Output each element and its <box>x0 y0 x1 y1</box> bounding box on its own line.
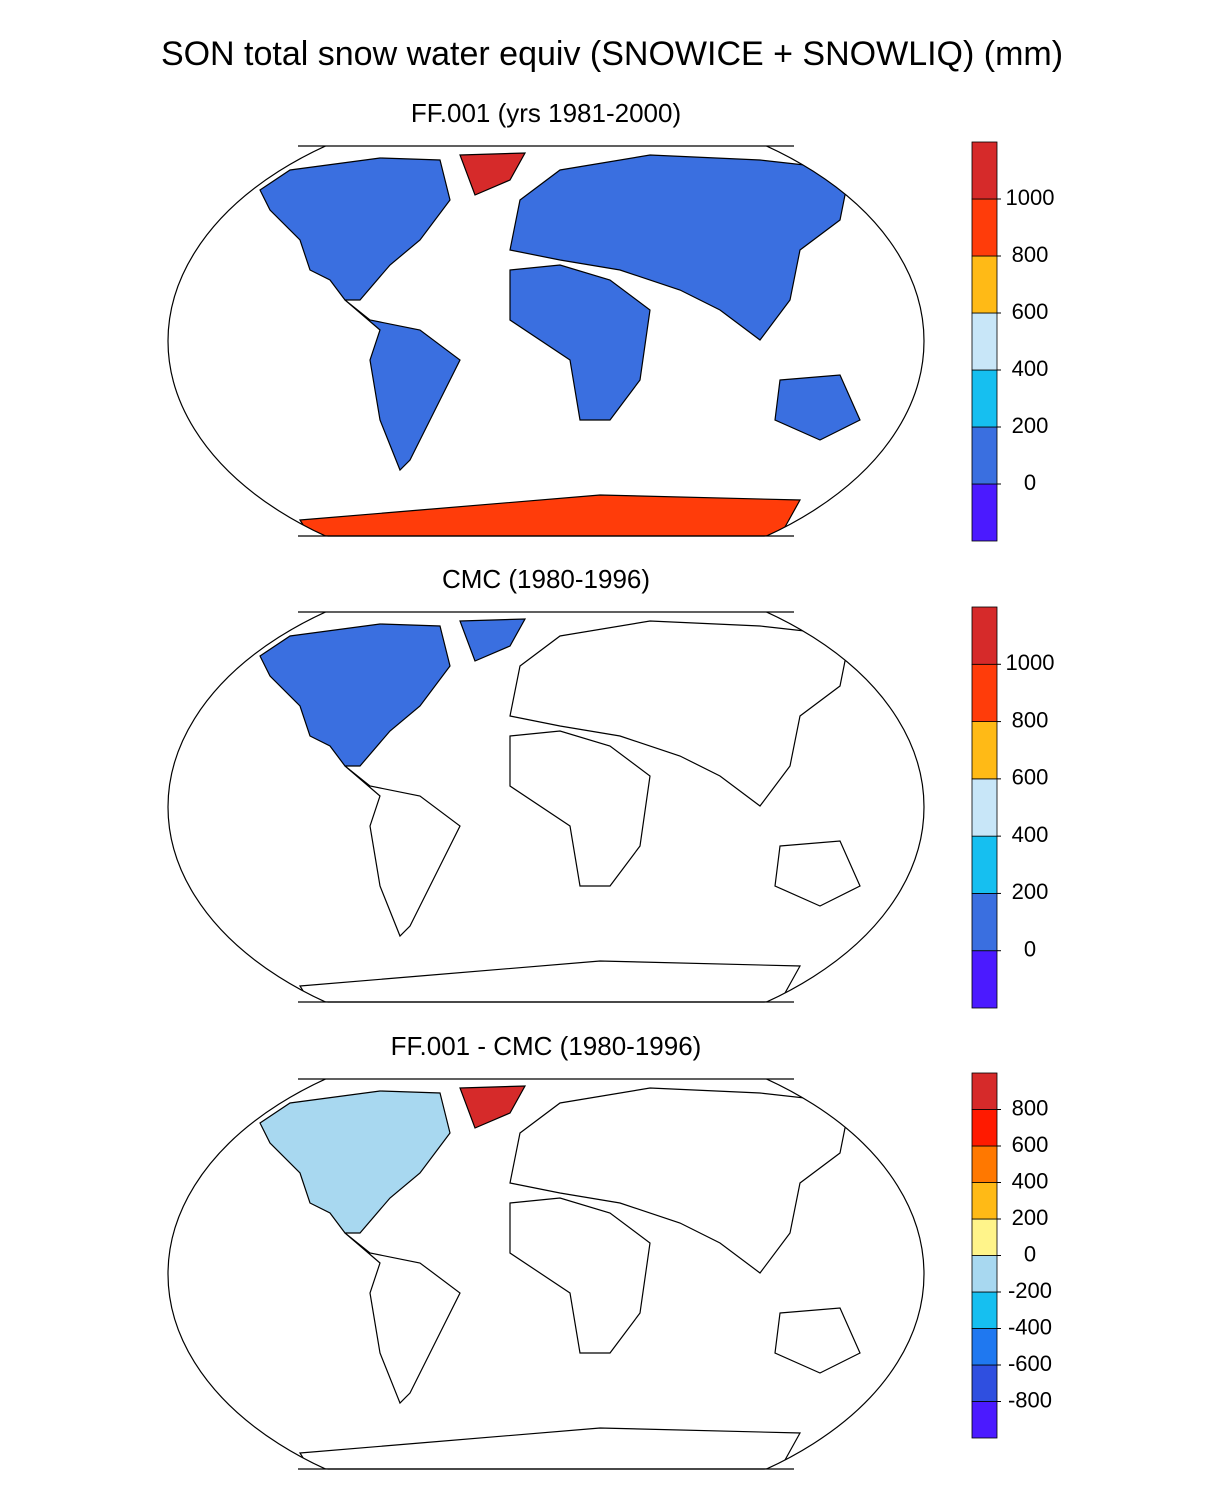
land-australia <box>774 1307 861 1374</box>
panel-title: CMC (1980-1996) <box>442 564 650 594</box>
colorbar-box <box>971 1072 998 1110</box>
land-australia <box>774 840 861 907</box>
land-eurasia <box>509 1087 851 1274</box>
colorbar-label: -800 <box>1008 1387 1052 1412</box>
colorbar-label: 600 <box>1012 1132 1049 1157</box>
map-body <box>168 146 924 537</box>
colorbar-label: 600 <box>1012 299 1049 324</box>
map-body <box>168 612 924 1003</box>
colorbar-box <box>971 950 998 1009</box>
colorbar-label: 0 <box>1024 937 1036 962</box>
colorbar-label: 600 <box>1012 765 1049 790</box>
map-border <box>167 1079 925 1469</box>
colorbar-box <box>971 1328 998 1366</box>
colorbar-label: -600 <box>1008 1351 1052 1376</box>
colorbar-box <box>971 1364 998 1402</box>
land-samerica <box>344 1232 461 1405</box>
colorbar-box <box>971 1182 998 1220</box>
panel-title: FF.001 (yrs 1981-2000) <box>411 98 681 128</box>
map <box>167 611 925 1003</box>
colorbar-label: 400 <box>1012 1168 1049 1193</box>
land-namerica <box>259 157 451 301</box>
colorbar-box <box>971 663 998 722</box>
colorbar-box <box>971 1218 998 1256</box>
colorbar-label: 1000 <box>1006 185 1055 210</box>
colorbar-box <box>971 1145 998 1183</box>
colorbar-box <box>971 721 998 780</box>
colorbar-label: 400 <box>1012 356 1049 381</box>
land-greenland <box>459 618 527 662</box>
colorbar-label: 800 <box>1012 1095 1049 1120</box>
land-samerica <box>344 299 461 472</box>
colorbar-box <box>971 606 998 665</box>
colorbar-box <box>971 1109 998 1147</box>
land-eurasia <box>509 154 851 341</box>
colorbar-label: 200 <box>1012 879 1049 904</box>
land-eurasia <box>509 620 851 807</box>
colorbar-label: -400 <box>1008 1314 1052 1339</box>
colorbar-box <box>971 312 998 371</box>
colorbar-box <box>971 893 998 952</box>
colorbar-box <box>971 1291 998 1329</box>
colorbar-label: 1000 <box>1006 650 1055 675</box>
colorbar-box <box>971 835 998 894</box>
land-namerica <box>259 1090 451 1234</box>
colorbar-label: 800 <box>1012 242 1049 267</box>
land-africa <box>509 1197 651 1354</box>
panel-title: FF.001 - CMC (1980-1996) <box>391 1031 702 1061</box>
map-border <box>167 146 925 536</box>
colorbar-label: 200 <box>1012 1205 1049 1230</box>
land-greenland <box>459 1085 527 1129</box>
land-samerica <box>344 765 461 938</box>
map-border <box>167 612 925 1002</box>
colorbar-label: 400 <box>1012 822 1049 847</box>
colorbar-box <box>971 255 998 314</box>
colorbar-box <box>971 483 998 542</box>
figure-title: SON total snow water equiv (SNOWICE + SN… <box>161 35 1063 73</box>
map <box>167 145 925 537</box>
colorbar-label: -200 <box>1008 1278 1052 1303</box>
land-greenland <box>459 152 527 196</box>
colorbar-box <box>971 778 998 837</box>
colorbar-box <box>971 1401 998 1439</box>
map-body <box>168 1079 924 1470</box>
colorbar-label: 0 <box>1024 1241 1036 1266</box>
land-australia <box>774 374 861 441</box>
colorbar-box <box>971 369 998 428</box>
colorbar-box <box>971 1255 998 1293</box>
land-namerica <box>259 623 451 767</box>
map <box>167 1078 925 1470</box>
land-africa <box>509 730 651 887</box>
colorbar-box <box>971 141 998 200</box>
colorbar-label: 200 <box>1012 413 1049 438</box>
land-africa <box>509 264 651 421</box>
colorbar-label: 0 <box>1024 470 1036 495</box>
colorbar-box <box>971 198 998 257</box>
colorbar-box <box>971 426 998 485</box>
colorbar-label: 800 <box>1012 707 1049 732</box>
